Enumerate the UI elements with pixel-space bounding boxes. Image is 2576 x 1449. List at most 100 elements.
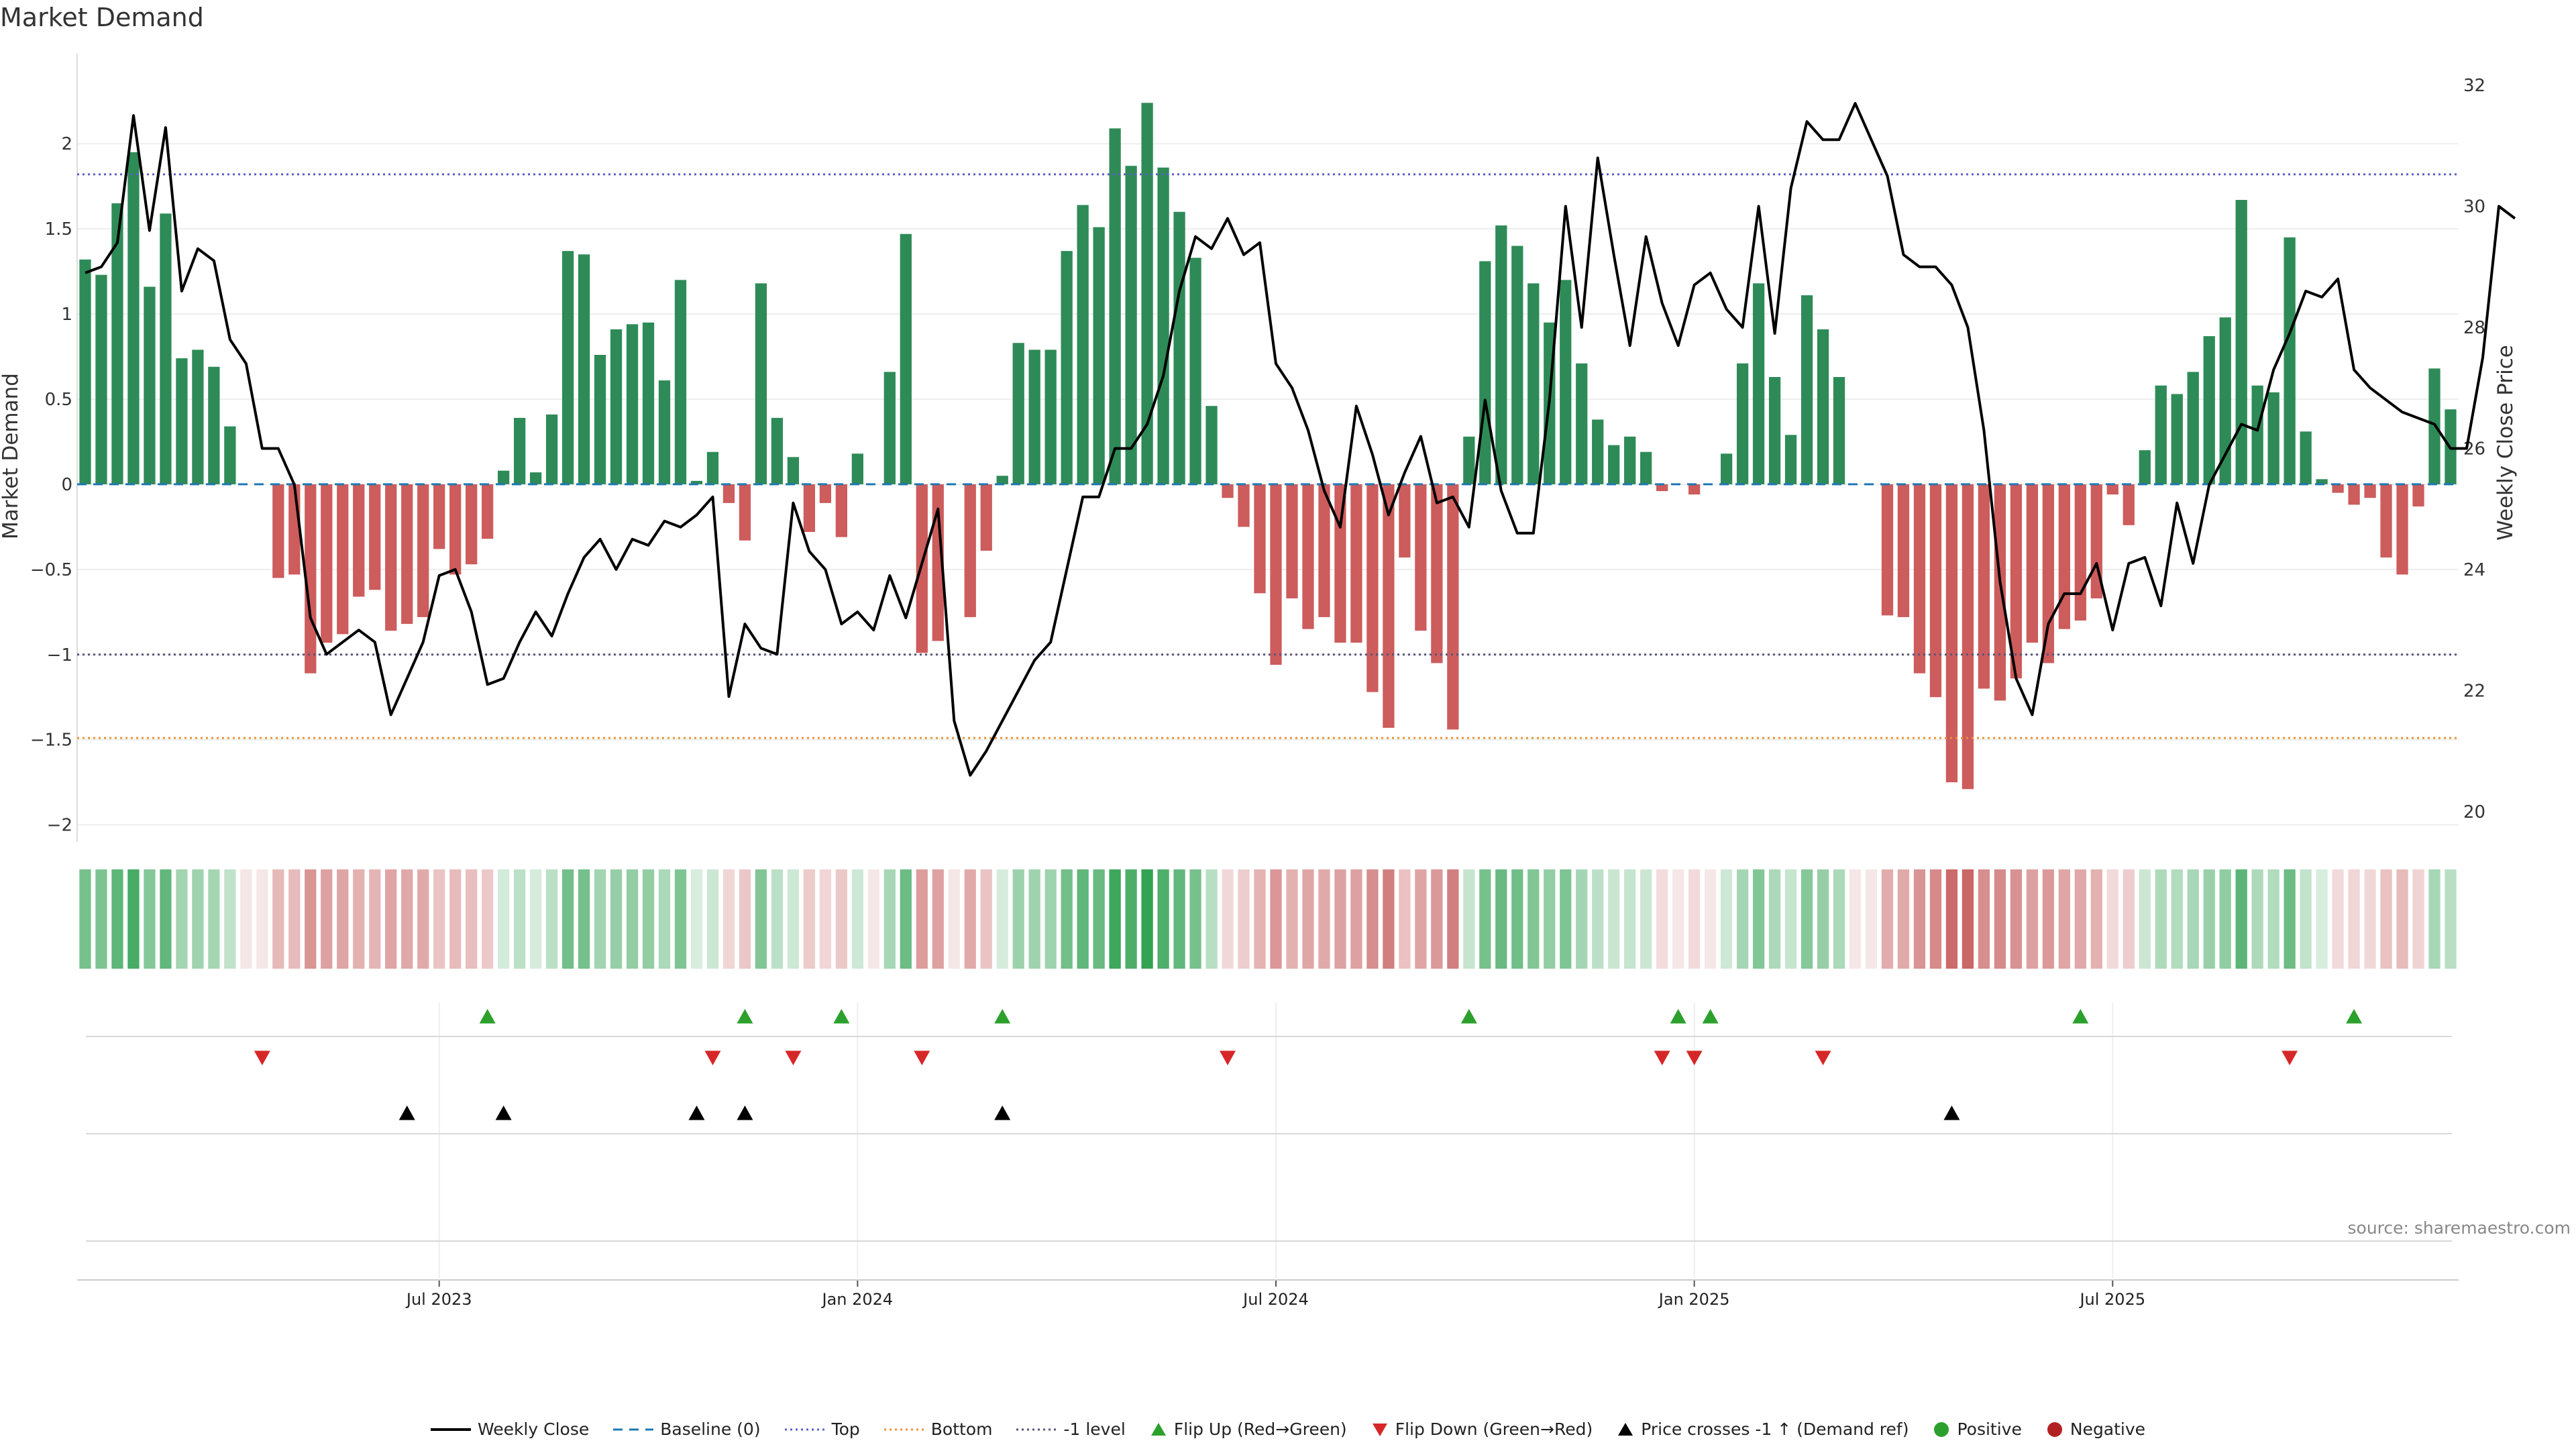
- demand-bar: [1254, 484, 1266, 594]
- heat-strip-cell: [1592, 869, 1604, 969]
- demand-bar: [722, 484, 735, 503]
- demand-bar: [2058, 484, 2070, 629]
- flip-down-marker: [254, 1051, 270, 1065]
- demand-bar: [1752, 283, 1765, 484]
- demand-bar: [466, 484, 478, 565]
- x-tick-label: Jul 2025: [2078, 1290, 2145, 1309]
- demand-bar: [1431, 484, 1443, 663]
- demand-bar: [513, 417, 526, 484]
- y2-tick-label: 20: [2463, 802, 2485, 822]
- demand-bar: [529, 472, 542, 484]
- demand-bar: [2123, 484, 2135, 525]
- heat-strip-cell: [1270, 869, 1282, 969]
- demand-bar: [626, 324, 639, 484]
- heat-strip-cell: [240, 869, 252, 969]
- flip-down-marker: [914, 1051, 930, 1065]
- demand-bar: [433, 484, 445, 549]
- demand-bar: [900, 233, 912, 484]
- heat-strip-cell: [755, 869, 767, 969]
- demand-bar: [2106, 484, 2118, 495]
- demand-bar: [1624, 436, 1636, 484]
- heat-strip-cell: [1624, 869, 1636, 969]
- demand-bar: [1736, 363, 1749, 484]
- demand-bar: [610, 329, 623, 484]
- heat-strip-cell: [1962, 869, 1974, 969]
- legend-item: Flip Up (Red→Green): [1150, 1419, 1347, 1439]
- legend-label: Negative: [2070, 1419, 2146, 1439]
- heat-strip-cell: [2155, 869, 2167, 969]
- heat-strip-cell: [1366, 869, 1379, 969]
- y2-tick-label: 24: [2463, 560, 2485, 580]
- heat-strip-cell: [964, 869, 976, 969]
- heat-strip-cell: [1704, 869, 1717, 969]
- heat-strip-cell: [1028, 869, 1040, 969]
- price-cross-marker: [994, 1106, 1011, 1120]
- flip-up-marker: [1702, 1009, 1719, 1024]
- legend-swatch: [2047, 1421, 2062, 1437]
- heat-strip-cell: [1479, 869, 1491, 969]
- flip-down-marker: [2282, 1051, 2298, 1065]
- heat-strip-cell: [529, 869, 542, 969]
- demand-bar: [1350, 484, 1362, 643]
- heat-strip-cell: [1817, 869, 1829, 969]
- heat-strip-cell: [176, 869, 188, 969]
- demand-bar: [1994, 484, 2006, 701]
- demand-bar: [1205, 406, 1218, 484]
- heat-strip-cell: [1544, 869, 1556, 969]
- demand-bar: [1784, 435, 1797, 484]
- demand-bar: [1238, 484, 1250, 527]
- demand-bar: [1270, 484, 1282, 665]
- price-cross-marker: [737, 1106, 753, 1120]
- demand-bar: [1286, 484, 1298, 598]
- x-tick-label: Jul 2023: [405, 1290, 472, 1309]
- demand-bar: [1479, 261, 1491, 484]
- legend-swatch: [784, 1428, 825, 1430]
- demand-bar: [1028, 350, 1040, 484]
- flip-down-marker: [785, 1051, 802, 1065]
- legend-item: Weekly Close: [430, 1419, 589, 1439]
- heat-strip-cell: [1109, 869, 1121, 969]
- legend-label: Baseline (0): [660, 1419, 761, 1439]
- heat-strip-cell: [1463, 869, 1475, 969]
- heat-strip-cell: [1849, 869, 1862, 969]
- x-tick-label: Jul 2024: [1242, 1290, 1309, 1309]
- demand-bar: [1640, 451, 1652, 484]
- flip-up-marker: [833, 1009, 850, 1024]
- page-title: Market Demand: [0, 3, 204, 32]
- heat-strip-cell: [883, 869, 896, 969]
- demand-bar: [2267, 392, 2279, 484]
- legend-swatch: [430, 1428, 471, 1431]
- heat-strip-cell: [1833, 869, 1845, 969]
- demand-bar: [1447, 484, 1459, 730]
- y2-tick-label: 30: [2463, 197, 2485, 217]
- demand-bar: [1527, 283, 1540, 484]
- demand-bar: [1592, 419, 1604, 484]
- heat-strip-cell: [578, 869, 590, 969]
- demand-bar: [1157, 167, 1169, 484]
- heat-strip-cell: [1736, 869, 1749, 969]
- demand-bar: [1222, 484, 1234, 498]
- demand-bar: [594, 355, 606, 484]
- heat-strip-cell: [224, 869, 236, 969]
- heat-strip-cell: [1656, 869, 1668, 969]
- heat-strip-cell: [948, 869, 960, 969]
- demand-bar: [1302, 484, 1314, 629]
- heat-strip-cell: [610, 869, 623, 969]
- heat-strip-cell: [2219, 869, 2231, 969]
- heat-strip-cell: [2364, 869, 2376, 969]
- legend-item: Negative: [2046, 1419, 2145, 1439]
- price-cross-marker: [398, 1106, 415, 1120]
- heat-strip-cell: [288, 869, 301, 969]
- flip-down-marker: [1654, 1051, 1670, 1065]
- demand-bar: [127, 152, 140, 484]
- demand-bar: [1881, 484, 1894, 616]
- heat-strip-cell: [417, 869, 429, 969]
- demand-bar: [1913, 484, 1926, 674]
- price-cross-marker: [688, 1106, 705, 1120]
- heat-strip-cell: [2348, 869, 2360, 969]
- heat-strip-cell: [95, 869, 107, 969]
- heat-strip-cell: [1044, 869, 1057, 969]
- legend-label: -1 level: [1063, 1419, 1126, 1439]
- demand-bar: [674, 280, 687, 484]
- heat-strip-cell: [706, 869, 719, 969]
